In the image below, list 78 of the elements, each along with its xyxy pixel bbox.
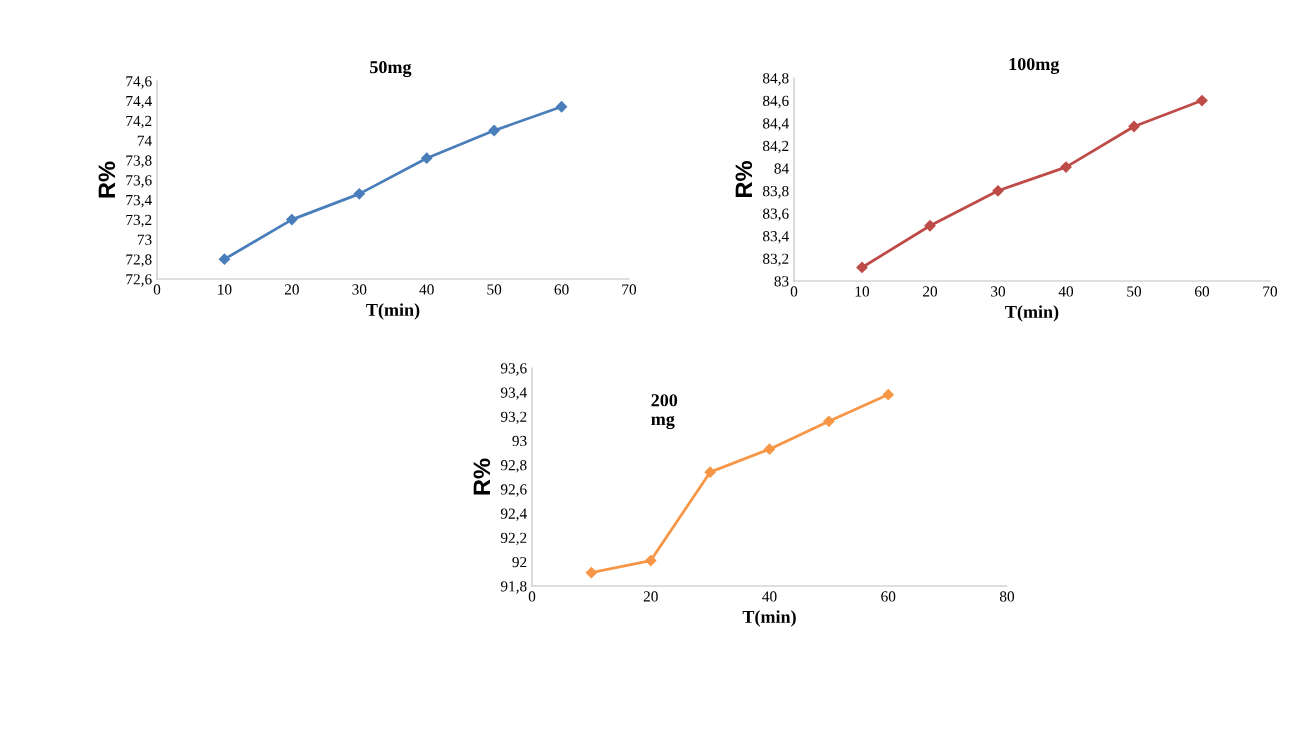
point [882, 389, 894, 401]
y-tick-label: 83,4 [762, 231, 789, 244]
point [286, 213, 298, 226]
point [992, 185, 1004, 197]
x-tick-label: 0 [528, 591, 536, 602]
y-tick-label: 83,8 [762, 185, 789, 199]
y-tick-label: 92,2 [500, 532, 527, 546]
x-tick-label: 40 [419, 284, 434, 295]
point [924, 220, 936, 232]
y-tick-label: 93 [512, 435, 527, 447]
y-tick-label: 84,4 [762, 118, 789, 131]
point [555, 101, 568, 113]
x-tick-label: 30 [352, 284, 367, 295]
point [645, 554, 657, 567]
chart-title: 100mg [1009, 57, 1060, 74]
x-tick-label: 40 [762, 591, 777, 602]
point [585, 567, 597, 579]
point [1128, 120, 1140, 133]
y-tick-label: 92,8 [500, 460, 527, 473]
y-axis-title: R% [98, 161, 116, 198]
x-tick-label: 10 [218, 284, 232, 295]
y-tick-label: 92 [512, 556, 527, 568]
y-tick-label: 74,2 [126, 115, 152, 129]
y-tick-label: 84 [774, 163, 789, 174]
x-tick-label: 60 [1195, 286, 1210, 297]
x-tick-label: 50 [1127, 286, 1142, 297]
y-tick-label: 83 [774, 276, 789, 287]
x-tick-label: 10 [855, 286, 870, 297]
y-tick-label: 84,6 [762, 95, 789, 109]
x-tick-label: 40 [1058, 286, 1074, 297]
y-axis-title: R% [473, 458, 491, 495]
x-tick-label: 20 [284, 284, 299, 295]
point [823, 415, 835, 427]
y-tick-label: 74 [137, 135, 152, 146]
y-tick-label: 92,6 [500, 484, 527, 497]
y-tick-label: 92,4 [500, 508, 527, 521]
x-tick-label: 20 [923, 286, 938, 297]
x-tick-label: 0 [153, 284, 161, 295]
x-axis-title: T(min) [366, 303, 420, 320]
y-tick-label: 73,4 [126, 194, 152, 208]
point [763, 443, 776, 455]
y-tick-label: 84,2 [762, 140, 789, 154]
point [1196, 94, 1208, 107]
y-tick-label: 74,6 [126, 76, 152, 89]
point [421, 152, 433, 164]
y-tick-label: 84,8 [762, 73, 789, 86]
point [353, 188, 365, 200]
y-tick-label: 93,2 [500, 411, 527, 425]
y-axis-title: R% [735, 161, 753, 197]
x-tick-label: 70 [622, 284, 637, 295]
y-tick-label: 91,8 [500, 581, 527, 594]
x-tick-label: 20 [643, 591, 658, 602]
x-tick-label: 70 [1263, 286, 1278, 297]
x-tick-label: 80 [999, 591, 1015, 602]
y-tick-label: 73 [137, 234, 152, 245]
y-tick-label: 73,8 [126, 155, 152, 168]
x-tick-label: 0 [790, 286, 798, 297]
y-tick-label: 93,6 [500, 363, 527, 376]
point [856, 261, 868, 274]
y-tick-label: 73,6 [126, 175, 152, 188]
x-axis-title: T(min) [742, 610, 796, 627]
y-tick-label: 93,4 [500, 387, 527, 400]
text: 200 mg [651, 394, 678, 430]
x-axis-title: T(min) [1005, 305, 1059, 322]
x-tick-label: 30 [991, 286, 1006, 297]
chart-title: 50mg [370, 61, 412, 78]
point [704, 466, 716, 478]
x-tick-label: 60 [881, 591, 896, 602]
y-tick-label: 83,2 [762, 253, 789, 267]
y-tick-label: 72,8 [126, 254, 152, 267]
x-tick-label: 50 [487, 284, 502, 295]
point [488, 124, 500, 137]
y-tick-label: 83,6 [762, 208, 789, 221]
y-tick-label: 73,2 [126, 214, 152, 228]
y-tick-label: 74,4 [126, 96, 152, 109]
y-tick-label: 72,6 [126, 274, 152, 287]
point [218, 253, 231, 265]
x-tick-label: 60 [554, 284, 569, 295]
